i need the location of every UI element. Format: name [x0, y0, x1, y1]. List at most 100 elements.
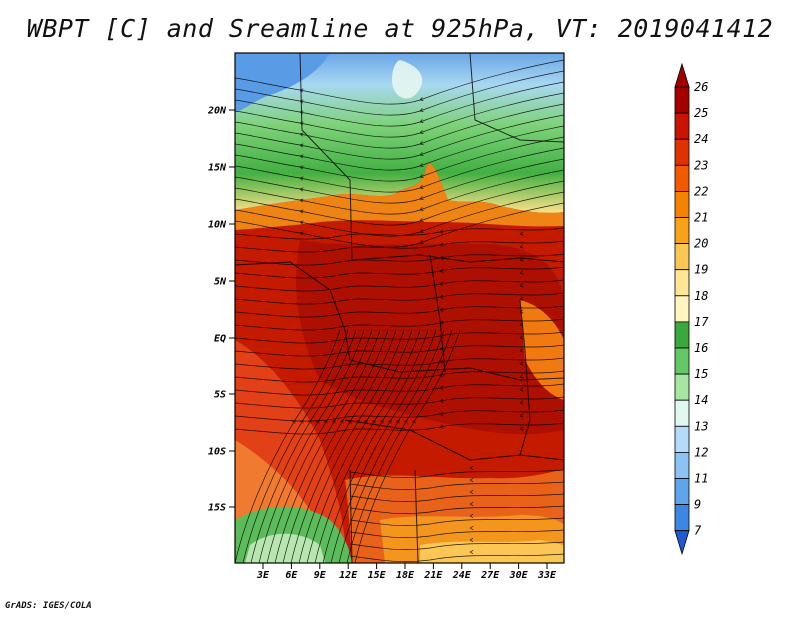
colorbar-swatch [674, 190, 690, 218]
streamline-arrow [299, 198, 304, 203]
streamline-arrow [419, 108, 424, 112]
streamline-arrow [299, 176, 304, 181]
streamline-arrow [519, 296, 524, 301]
streamline-arrow [299, 154, 304, 159]
colorbar-label: 16 [694, 341, 708, 355]
streamline [235, 70, 564, 116]
colorbar-label: 11 [694, 472, 708, 486]
streamline-arrow [419, 152, 424, 156]
colorbar-label: 22 [694, 184, 708, 198]
streamline-arrow [419, 130, 424, 134]
streamline-arrow [519, 374, 524, 379]
streamline-arrow [299, 132, 304, 137]
map-field [235, 53, 564, 563]
colorbar-swatch [674, 164, 690, 192]
streamline [349, 517, 564, 526]
lon-label: 18E [396, 570, 415, 581]
colorbar-swatch [674, 217, 690, 245]
streamline [235, 114, 564, 160]
lon-label: 30E [509, 570, 529, 581]
streamline-arrow [469, 526, 474, 530]
colorbar-label: 7 [694, 524, 702, 538]
streamline-arrow [439, 411, 444, 416]
colorbar-swatch [674, 86, 690, 114]
streamline [235, 305, 564, 318]
streamline-arrow [439, 385, 444, 390]
streamline-arrow [519, 244, 524, 249]
colorbar: 26 25 24 23 22 21 20 19 18 17 16 15 14 13 12 11 9 7 [674, 62, 709, 556]
streamline [235, 331, 564, 344]
streamline-arrow [419, 119, 424, 123]
streamline-arrow [315, 419, 320, 424]
streamline [349, 493, 564, 502]
streamline-arrow [371, 419, 376, 424]
streamline-arrow [519, 426, 524, 431]
streamline-arrow [299, 187, 304, 192]
streamline-arrow [439, 307, 444, 312]
streamline [235, 370, 564, 383]
lat-label: 15S [208, 503, 226, 514]
colorbar-label: 21 [694, 211, 708, 225]
streamline [235, 357, 564, 370]
streamline [235, 383, 564, 396]
streamline [235, 344, 564, 357]
streamline [349, 553, 564, 562]
streamline-arrow [331, 419, 336, 424]
colorbar-label: 17 [694, 315, 709, 329]
streamline-arrow [469, 550, 474, 554]
streamline-arrow [299, 165, 304, 170]
streamline-arrow [519, 361, 524, 366]
lon-label: 3E [256, 570, 270, 581]
streamline-arrow [439, 294, 444, 299]
lon-label: 21E [423, 570, 443, 581]
streamline-arrow [419, 196, 424, 200]
streamline [235, 81, 564, 127]
streamline-arrow [469, 490, 474, 494]
colorbar-bottom-arrow [674, 530, 690, 556]
streamline-arrow [307, 419, 312, 424]
streamline [349, 469, 564, 478]
streamline-arrow [439, 242, 444, 247]
streamline-arrow [439, 281, 444, 286]
streamline-arrow [519, 283, 524, 288]
lat-label: 20N [207, 106, 227, 117]
colorbar-swatch [674, 347, 690, 375]
streamline [235, 125, 564, 171]
streamline-arrow [439, 398, 444, 403]
colorbar-label: 15 [694, 367, 708, 381]
streamline [349, 505, 564, 514]
streamline-arrow [299, 220, 304, 225]
longitude-axis: 3E 6E 9E 12E 15E 18E 21E 24E 27E 30E 33E [256, 563, 557, 581]
streamline-arrow [299, 231, 304, 236]
streamline-arrow [469, 466, 474, 470]
colorbar-top-arrow [674, 62, 690, 88]
streamline [235, 266, 564, 279]
streamline-arrow [439, 268, 444, 273]
lon-label: 33E [537, 570, 557, 581]
streamline [235, 202, 564, 248]
streamline-arrow [419, 174, 424, 178]
streamline-arrow [469, 514, 474, 518]
colorbar-swatch [674, 399, 690, 427]
lat-label: 10N [208, 220, 227, 231]
lat-label: EQ [214, 334, 226, 345]
lat-label: 5S [214, 390, 226, 401]
colorbar-swatch [674, 451, 690, 479]
streamline-arrow [519, 348, 524, 353]
colorbar-swatch [674, 504, 690, 532]
streamline [235, 169, 564, 215]
colorbar-label: 23 [694, 158, 708, 172]
streamline-arrow [419, 229, 424, 233]
colorbar-label: 20 [694, 237, 708, 251]
lon-label: 15E [368, 570, 387, 581]
colorbar-label: 26 [694, 80, 708, 94]
streamline-arrow [439, 229, 444, 234]
colorbar-swatch [674, 112, 690, 140]
streamline-arrow [403, 419, 408, 424]
streamline-arrow [519, 387, 524, 392]
streamline [235, 191, 564, 237]
streamline-arrow [439, 424, 444, 429]
colorbar-swatch [674, 478, 690, 506]
lon-label: 9E [314, 570, 327, 581]
